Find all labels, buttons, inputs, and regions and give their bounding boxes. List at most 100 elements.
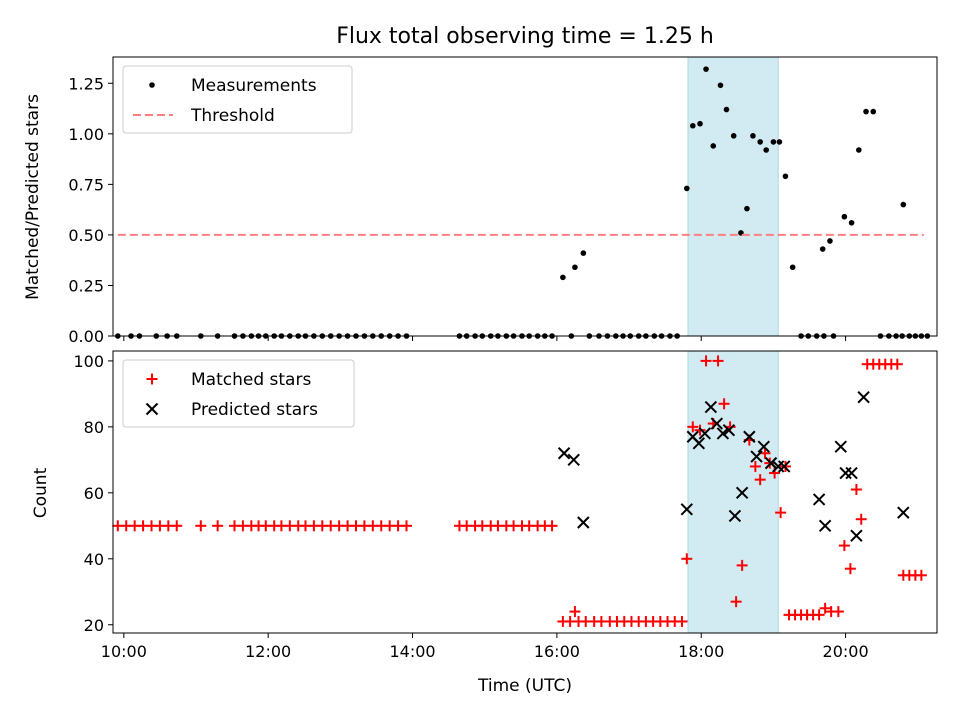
bottom-series-predicted-stars-point-11-b — [728, 509, 742, 523]
top-legend-label-0: Measurements — [191, 76, 317, 96]
bottom-series-matched-stars-point-64 — [687, 421, 699, 433]
top-series-measurements-point-82 — [827, 238, 833, 244]
top-legend-label-1: Threshold — [190, 106, 275, 126]
bottom-series-matched-stars-point-74 — [749, 460, 761, 472]
bottom-series-matched-stars-point-65 — [694, 424, 706, 436]
bottom-legend-label-1: Predicted stars — [191, 400, 318, 420]
top-series-measurements-point-84 — [848, 219, 855, 226]
bottom-series-matched-stars-point-72 — [736, 559, 748, 571]
bottom-series-predicted-stars-point-14-b — [750, 450, 763, 463]
top-legend: Measurements Threshold — [122, 65, 353, 134]
bottom-series-matched-stars-point-87 — [819, 602, 831, 614]
bottom-series-predicted-stars-point-16-b — [764, 456, 778, 470]
bottom-series-predicted-stars-point-9 — [716, 427, 730, 440]
bottom-series-predicted-stars-point-22 — [839, 466, 852, 480]
bottom-series-matched-stars-point-76 — [759, 447, 771, 459]
bottom-series-predicted-stars-point-18-b — [778, 460, 791, 473]
bottom-series-predicted-stars-point-3-b — [680, 503, 693, 516]
bottom-series-predicted-stars-point-26-b — [897, 506, 910, 519]
top-series-measurements-point-86 — [863, 108, 869, 115]
bottom-series-matched-stars-point-93 — [855, 513, 867, 525]
bottom-series-matched-stars-point-71 — [730, 596, 742, 608]
bottom-series-predicted-stars-point-23 — [845, 466, 858, 480]
bottom-series-predicted-stars-point-0-b — [557, 447, 571, 460]
bottom-series-predicted-stars-point-21-b — [834, 440, 847, 453]
bottom-series-matched-stars-point-79 — [775, 507, 787, 519]
bottom-series-predicted-stars-point-1-b — [567, 453, 580, 467]
bottom-series-predicted-stars-point-2-b — [577, 516, 590, 529]
bottom-series-predicted-stars-point-4-b — [686, 430, 700, 443]
top-series-measurements-point-85 — [856, 147, 862, 153]
bottom-series-matched-stars-point-99 — [891, 358, 903, 370]
chart-title: Flux total observing time = 1.25 h — [336, 24, 714, 49]
bottom-series-matched-stars-point-75 — [754, 474, 766, 486]
bottom-y-tick-label: 20 — [84, 616, 104, 635]
bottom-series-predicted-stars-point-6-b — [698, 427, 712, 440]
bottom-series-matched-stars-point-63 — [681, 553, 693, 565]
top-y-tick-label: 0.25 — [68, 276, 104, 295]
top-series-measurements-point-63 — [710, 143, 717, 149]
bottom-series-predicted-stars-point-24 — [850, 529, 863, 542]
bottom-x-tick-label: 16:00 — [534, 642, 580, 661]
bottom-series-matched-stars-point-7 — [171, 520, 183, 532]
bottom-series-predicted-stars-point-23-b — [845, 466, 858, 480]
bottom-series-predicted-stars-point-1 — [567, 453, 580, 467]
bottom-y-tick-label: 40 — [84, 550, 104, 569]
bottom-series-predicted-stars-point-19-b — [812, 493, 826, 506]
top-series-measurements-point-69 — [750, 133, 756, 139]
top-series-measurements-point-81 — [819, 246, 826, 252]
bottom-series-matched-stars-point-66 — [700, 355, 712, 367]
bottom-series-matched-stars-point-68 — [712, 355, 724, 367]
bottom-series-predicted-stars-point-10 — [722, 423, 736, 437]
bottom-series-predicted-stars-point-14 — [750, 450, 763, 463]
top-series-measurements-point-65 — [723, 106, 730, 113]
top-series-measurements-point-70 — [757, 139, 763, 145]
bottom-series-matched-stars-point-31 — [401, 520, 413, 532]
bottom-series-predicted-stars-point-15 — [757, 440, 770, 453]
top-series-measurements-point-60 — [690, 122, 696, 129]
bottom-x-tick-label: 10:00 — [101, 642, 147, 661]
top-series-measurements-point-72 — [770, 139, 777, 145]
bottom-series-predicted-stars-point-13-b — [743, 430, 756, 443]
bottom-legend-swatch-1 — [145, 402, 159, 416]
bottom-x-tick-label: 12:00 — [245, 642, 291, 661]
bottom-series-predicted-stars-point-15-b — [757, 440, 770, 453]
bottom-legend: Matched stars Predicted stars — [122, 359, 355, 428]
top-y-axis-label: Matched/Predicted stars — [23, 94, 43, 300]
bottom-plot-frame — [112, 350, 938, 634]
bottom-series-predicted-stars-point-3 — [680, 503, 693, 516]
bottom-panel: 10:00 12:00 14:00 16:00 18:00 20:00 20 40 60 80 10… — [73, 350, 938, 661]
bottom-series-matched-stars-point-44 — [546, 520, 558, 532]
top-legend-box — [122, 65, 353, 134]
top-series-measurements-point-66 — [730, 133, 737, 139]
bottom-series-matched-stars-point-89 — [832, 606, 844, 618]
bottom-series-predicted-stars-point-16 — [764, 456, 778, 470]
top-series-measurements-point-75 — [789, 264, 796, 271]
bottom-series-predicted-stars-point-6 — [698, 427, 712, 440]
bottom-series-predicted-stars-point-26 — [897, 506, 910, 519]
bottom-series-predicted-stars-point-5-b — [692, 437, 706, 450]
bottom-series-predicted-stars-point-20 — [818, 519, 832, 533]
bottom-series-matched-stars-point-61 — [676, 615, 688, 627]
top-series-measurements-point-83 — [841, 213, 848, 220]
bottom-x-tick-label: 18:00 — [678, 642, 724, 661]
bottom-y-axis-label: Count — [31, 467, 51, 518]
bottom-series-predicted-stars-point-21 — [834, 440, 847, 453]
top-series-measurements-point-45 — [580, 250, 587, 256]
top-series-measurements-point-64 — [717, 82, 724, 89]
bottom-series-matched-stars-point-9 — [212, 520, 224, 532]
top-series-measurements-point-61 — [697, 120, 703, 127]
bottom-series-predicted-stars-point-0 — [557, 447, 571, 460]
bottom-series-matched-stars-point-103 — [915, 569, 927, 581]
top-plot-frame — [112, 56, 938, 337]
bottom-legend-label-0: Matched stars — [191, 370, 311, 390]
bottom-series-predicted-stars-point-19 — [812, 493, 826, 506]
bottom-series-predicted-stars-point-13 — [743, 430, 756, 443]
top-y-tick-label: 0.00 — [68, 327, 104, 346]
bottom-series-predicted-stars-point-2 — [577, 516, 590, 529]
top-series-measurements-point-71 — [763, 147, 769, 153]
bottom-x-tick-label: 14:00 — [389, 642, 435, 661]
top-legend-swatch-0 — [149, 82, 155, 88]
bottom-series-predicted-stars-point-20-b — [818, 519, 832, 533]
bottom-series-predicted-stars-point-18 — [778, 460, 791, 473]
